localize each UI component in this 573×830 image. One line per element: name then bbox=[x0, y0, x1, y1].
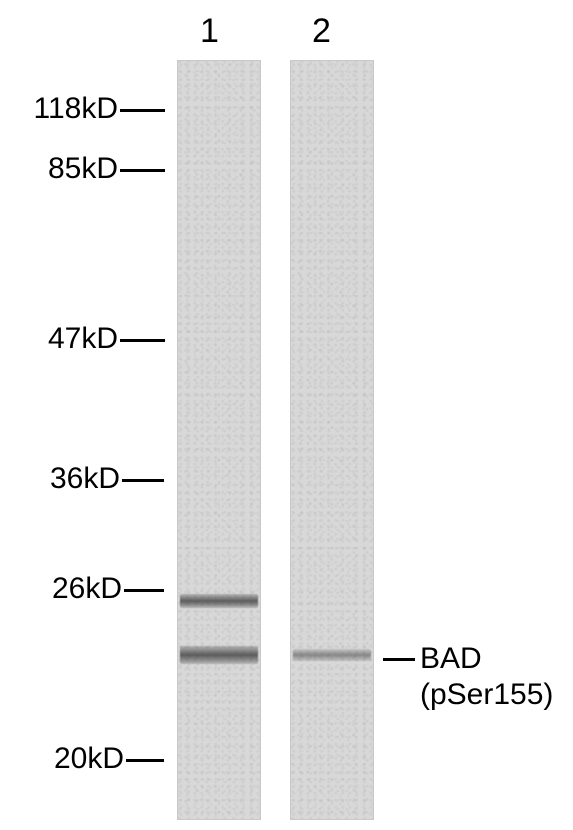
mw-marker-label-2: 47kD bbox=[48, 322, 118, 356]
band-lane2-faint bbox=[293, 649, 371, 661]
band-lane1-bad-pser155 bbox=[180, 594, 258, 608]
mw-marker-label-0: 118kD bbox=[34, 92, 119, 126]
band-lane1-faint bbox=[180, 646, 258, 664]
mw-marker-label-1: 85kD bbox=[48, 152, 118, 186]
mw-marker-tick-2 bbox=[120, 339, 165, 342]
mw-marker-tick-0 bbox=[120, 109, 165, 112]
mw-marker-label-4: 26kD bbox=[52, 572, 122, 606]
lane-label-1: 1 bbox=[200, 12, 219, 51]
blot-lane-2 bbox=[290, 60, 374, 820]
mw-marker-tick-1 bbox=[120, 169, 165, 172]
protein-annotation-tick bbox=[383, 658, 415, 661]
mw-marker-label-5: 20kD bbox=[54, 742, 124, 776]
lane-texture bbox=[178, 61, 260, 819]
lane-label-2: 2 bbox=[312, 12, 331, 51]
lane-texture bbox=[291, 61, 373, 819]
protein-annotation-line-0: BAD bbox=[420, 642, 482, 676]
protein-annotation-line-1: (pSer155) bbox=[420, 678, 553, 712]
blot-lane-1 bbox=[177, 60, 261, 820]
mw-marker-tick-5 bbox=[126, 759, 164, 762]
mw-marker-tick-4 bbox=[124, 589, 164, 592]
mw-marker-tick-3 bbox=[122, 479, 164, 482]
mw-marker-label-3: 36kD bbox=[50, 462, 120, 496]
